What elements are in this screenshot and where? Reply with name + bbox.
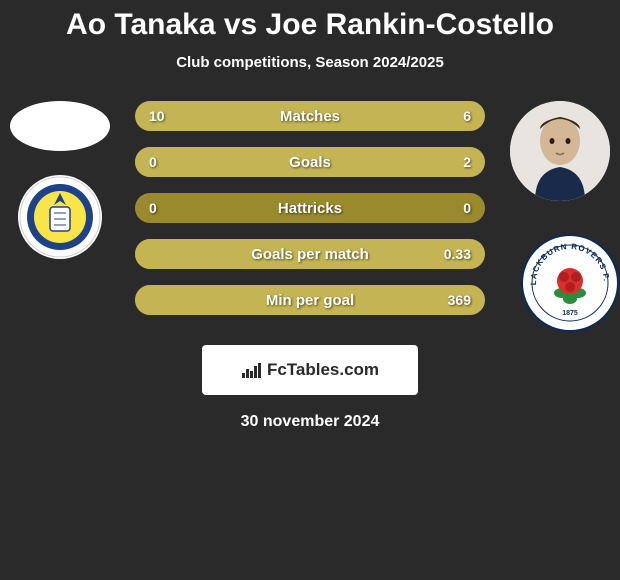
main-area: BLACKBURN ROVERS F.C. 1875 10 Matches 6	[0, 101, 620, 341]
left-club-badge	[18, 175, 102, 259]
right-player-photo	[510, 101, 610, 201]
stat-val-right: 0.33	[444, 239, 471, 269]
comparison-card: Ao Tanaka vs Joe Rankin-Costello Club co…	[0, 0, 620, 431]
blackburn-badge-icon: BLACKBURN ROVERS F.C. 1875	[520, 233, 620, 333]
logo-text: FcTables.com	[241, 360, 379, 380]
stat-val-right: 6	[463, 101, 471, 131]
svg-text:1875: 1875	[562, 310, 578, 317]
date-label: 30 november 2024	[0, 413, 620, 431]
stat-label: Min per goal	[135, 285, 485, 315]
stat-val-right: 2	[463, 147, 471, 177]
stat-row-goals: 0 Goals 2	[135, 147, 485, 177]
stat-label: Matches	[135, 101, 485, 131]
bars-icon	[241, 361, 263, 379]
stat-label: Goals	[135, 147, 485, 177]
page-title: Ao Tanaka vs Joe Rankin-Costello	[0, 8, 620, 42]
stat-row-hattricks: 0 Hattricks 0	[135, 193, 485, 223]
player-silhouette-icon	[510, 101, 610, 201]
stat-row-gpm: Goals per match 0.33	[135, 239, 485, 269]
stat-row-mpg: Min per goal 369	[135, 285, 485, 315]
left-player-photo	[10, 101, 110, 151]
logo-label: FcTables.com	[267, 360, 379, 380]
subtitle: Club competitions, Season 2024/2025	[0, 54, 620, 71]
source-logo[interactable]: FcTables.com	[202, 345, 418, 395]
leeds-badge-icon	[18, 175, 102, 259]
right-club-badge: BLACKBURN ROVERS F.C. 1875	[520, 233, 620, 333]
stat-label: Goals per match	[135, 239, 485, 269]
stat-val-right: 369	[448, 285, 471, 315]
stat-row-matches: 10 Matches 6	[135, 101, 485, 131]
stat-label: Hattricks	[135, 193, 485, 223]
stat-bars: 10 Matches 6 0 Goals 2 0 Hattricks 0	[135, 101, 485, 331]
stat-val-right: 0	[463, 193, 471, 223]
